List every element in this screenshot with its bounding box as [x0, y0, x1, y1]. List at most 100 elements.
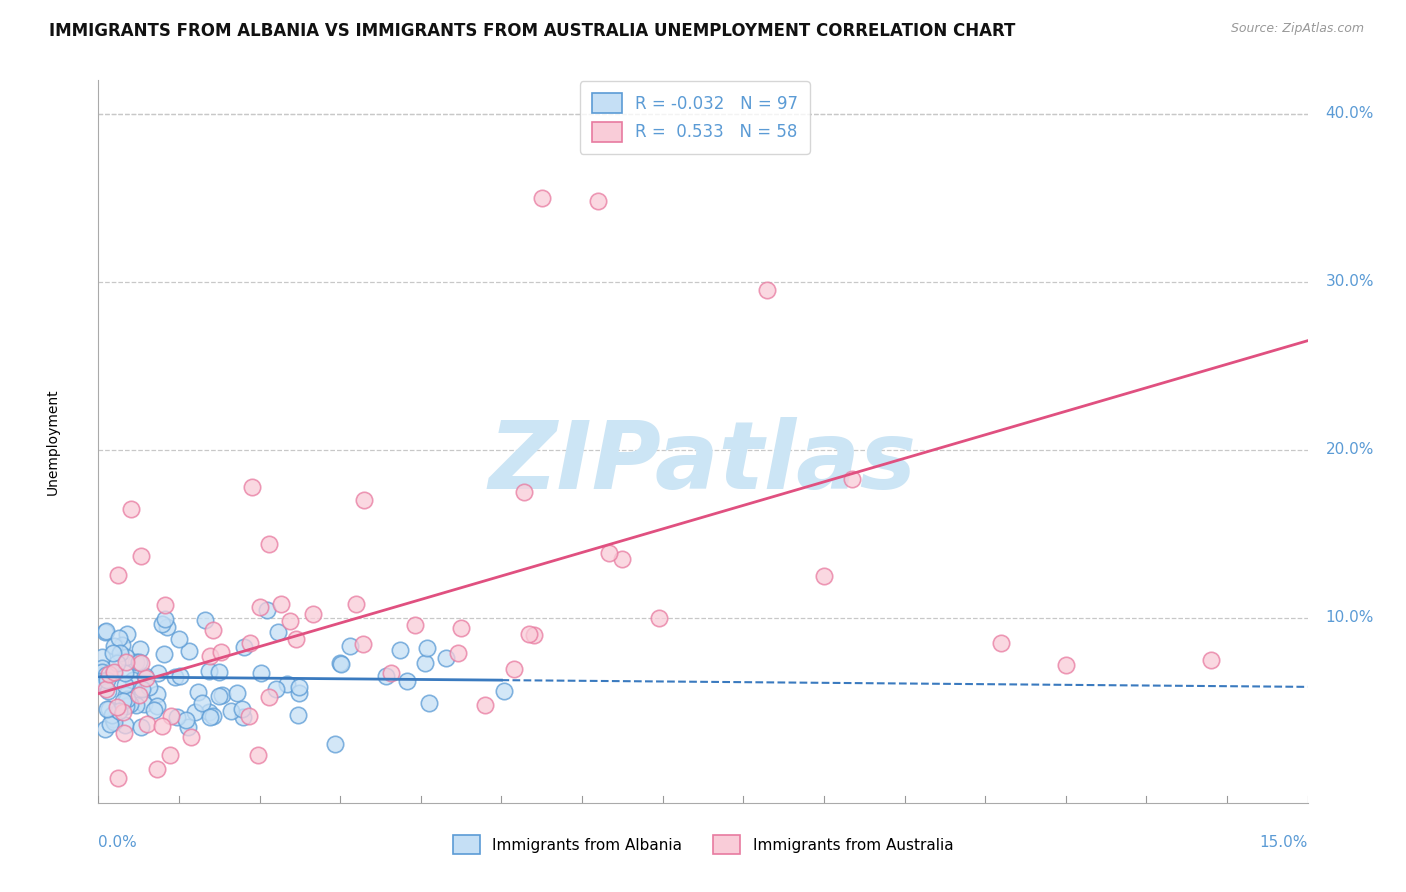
Point — [238, 708, 260, 723]
Point — [344, 597, 367, 611]
Text: IMMIGRANTS FROM ALBANIA VS IMMIGRANTS FROM AUSTRALIA UNEMPLOYMENT CORRELATION CH: IMMIGRANTS FROM ALBANIA VS IMMIGRANTS FR… — [49, 22, 1015, 40]
Point — [132, 698, 155, 712]
Point — [288, 680, 311, 694]
Point — [208, 665, 231, 679]
Point — [523, 628, 546, 642]
Point — [159, 748, 181, 763]
Point — [93, 676, 115, 690]
Point — [612, 552, 634, 566]
Point — [105, 699, 128, 714]
Point — [115, 692, 138, 706]
Point — [146, 687, 169, 701]
Text: Unemployment: Unemployment — [45, 388, 59, 495]
Point — [143, 703, 166, 717]
Point — [302, 607, 325, 622]
Point — [146, 699, 169, 714]
Point — [330, 657, 353, 671]
Point — [239, 635, 262, 649]
Point — [124, 655, 146, 669]
Point — [96, 702, 118, 716]
Point — [249, 599, 271, 614]
Text: ZIPatlas: ZIPatlas — [489, 417, 917, 509]
Point — [169, 669, 191, 683]
Point — [114, 678, 136, 692]
Point — [648, 611, 671, 625]
Point — [187, 685, 209, 699]
Point — [103, 715, 125, 730]
Point — [166, 710, 188, 724]
Point — [150, 719, 173, 733]
Point — [135, 671, 157, 685]
Point — [101, 712, 124, 726]
Point — [232, 640, 254, 654]
Point — [128, 689, 150, 703]
Point — [1054, 658, 1077, 673]
Point — [138, 680, 160, 694]
Point — [219, 704, 242, 718]
Point — [201, 623, 224, 637]
Point — [225, 686, 247, 700]
Point — [94, 667, 117, 681]
Point — [197, 705, 219, 719]
Point — [115, 627, 138, 641]
Point — [180, 730, 202, 744]
Text: Source: ZipAtlas.com: Source: ZipAtlas.com — [1230, 22, 1364, 36]
Point — [1199, 653, 1222, 667]
Point — [586, 194, 609, 209]
Point — [129, 549, 152, 564]
Point — [249, 666, 271, 681]
Point — [96, 673, 118, 687]
Point — [264, 682, 287, 697]
Point — [396, 674, 419, 689]
Point — [177, 720, 200, 734]
Point — [114, 718, 136, 732]
Point — [97, 666, 120, 681]
Point — [91, 668, 114, 682]
Point — [153, 598, 176, 612]
Point — [270, 597, 292, 611]
Text: 15.0%: 15.0% — [1260, 835, 1308, 850]
Point — [418, 696, 440, 710]
Point — [512, 484, 534, 499]
Point — [112, 694, 135, 708]
Text: 40.0%: 40.0% — [1326, 106, 1374, 121]
Point — [128, 642, 150, 657]
Point — [284, 632, 307, 646]
Point — [323, 737, 346, 751]
Point — [287, 708, 309, 723]
Point — [353, 493, 375, 508]
Point — [598, 546, 620, 560]
Point — [165, 670, 187, 684]
Point — [96, 682, 118, 697]
Point — [375, 669, 398, 683]
Point — [352, 637, 374, 651]
Point — [246, 748, 269, 763]
Point — [107, 771, 129, 785]
Point — [121, 673, 143, 687]
Point — [91, 649, 114, 664]
Point — [146, 762, 169, 776]
Point — [179, 644, 201, 658]
Point — [101, 666, 124, 681]
Point — [97, 683, 120, 698]
Point — [256, 603, 278, 617]
Point — [209, 645, 232, 659]
Point — [530, 191, 553, 205]
Point — [98, 716, 121, 731]
Text: 30.0%: 30.0% — [1326, 275, 1374, 289]
Point — [280, 614, 302, 628]
Point — [155, 612, 177, 626]
Point — [339, 639, 361, 653]
Point — [108, 631, 131, 645]
Point — [105, 657, 128, 671]
Text: 0.0%: 0.0% — [98, 835, 138, 850]
Point — [447, 646, 470, 660]
Point — [131, 682, 153, 697]
Point — [91, 665, 114, 679]
Point — [100, 707, 122, 722]
Point — [128, 655, 150, 669]
Point — [114, 698, 136, 713]
Point — [191, 697, 214, 711]
Point — [114, 666, 136, 681]
Text: 20.0%: 20.0% — [1326, 442, 1374, 458]
